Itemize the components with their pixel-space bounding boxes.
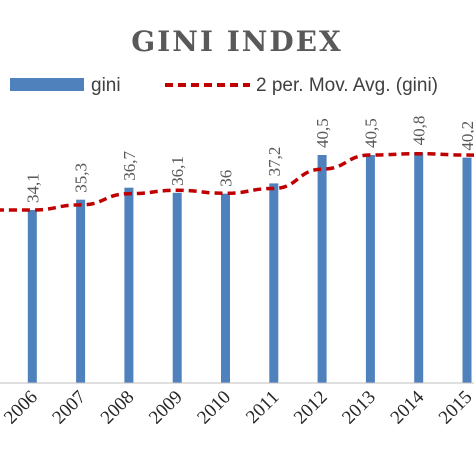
chart-title: GINI INDEX — [131, 25, 343, 58]
bar-2009 — [172, 192, 182, 383]
x-tick-2012: 2012 — [290, 387, 332, 429]
x-tick-2013: 2013 — [338, 387, 380, 429]
data-label-2008: 36,7 — [120, 150, 139, 180]
moving-average-line — [0, 151, 474, 212]
x-tick-2007: 2007 — [48, 387, 90, 429]
bar-2010 — [221, 193, 230, 383]
data-label-2015: 40,2 — [458, 121, 474, 151]
bar-2015 — [462, 157, 472, 383]
legend: gini 2 per. Mov. Avg. (gini) — [10, 75, 438, 96]
data-label-2007: 35,3 — [72, 163, 91, 193]
x-tick-2006: 2006 — [0, 387, 42, 429]
bar-series-gini — [27, 152, 472, 383]
x-tick-2011: 2011 — [242, 387, 283, 428]
bar-2006 — [27, 210, 37, 383]
x-tick-2015: 2015 — [435, 387, 474, 429]
data-label-2010: 36 — [217, 170, 236, 187]
x-tick-2009: 2009 — [145, 387, 187, 429]
data-label-2011: 37,2 — [265, 147, 284, 177]
x-tick-2010: 2010 — [193, 387, 235, 429]
legend-label-gini: gini — [91, 75, 121, 96]
legend-swatch-gini — [10, 78, 84, 91]
x-tick-2008: 2008 — [97, 387, 139, 429]
x-tick-2014: 2014 — [387, 386, 429, 428]
data-label-2013: 40,5 — [361, 118, 380, 148]
data-labels: 34,1 35,3 36,7 36,1 36 37,2 40,5 40,5 40,8 40,2 — [23, 116, 474, 203]
data-label-2009: 36,1 — [168, 156, 187, 186]
data-label-2012: 40,5 — [313, 118, 332, 148]
data-label-2014: 40,8 — [410, 116, 429, 146]
bar-2012 — [317, 155, 327, 383]
x-axis-tick-labels: 2005200620072008200920102011201220132014… — [0, 386, 474, 428]
bar-2007 — [76, 199, 86, 383]
bar-2011 — [269, 183, 279, 383]
bar-2008 — [124, 187, 134, 383]
data-label-2006: 34,1 — [23, 173, 42, 203]
bar-2014 — [414, 152, 424, 383]
bar-2013 — [365, 155, 375, 383]
legend-label-mov-avg: 2 per. Mov. Avg. (gini) — [256, 75, 438, 96]
